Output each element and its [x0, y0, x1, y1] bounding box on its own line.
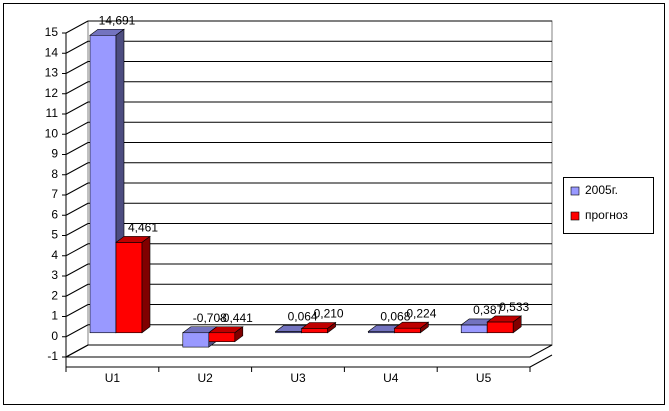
bar-front	[115, 242, 143, 334]
y-tick-label: 3	[51, 268, 58, 282]
y-tick-label: 5	[51, 228, 58, 242]
x-tick-label: U3	[290, 371, 306, 385]
grid-line	[65, 283, 89, 297]
bar-front	[301, 328, 328, 334]
y-tick-label: 11	[46, 106, 59, 120]
y-tick-label: 10	[45, 126, 59, 140]
legend-swatch	[570, 186, 580, 196]
grid-line	[65, 243, 89, 257]
bar-front	[460, 324, 488, 334]
grid-line	[65, 202, 89, 216]
x-tick-label: U4	[383, 371, 399, 385]
bar-side	[512, 315, 522, 334]
grid-line	[65, 61, 89, 74]
grid-line	[65, 81, 89, 95]
grid-line	[65, 20, 89, 34]
y-tick-label: 7	[51, 187, 58, 201]
floor	[65, 344, 553, 358]
bar	[89, 28, 125, 334]
legend-label: прогноз	[585, 208, 628, 222]
bar	[300, 321, 337, 334]
bar	[207, 326, 244, 343]
y-tick-label: 12	[45, 86, 59, 100]
value-label: 0,210	[314, 307, 344, 321]
bar-front	[208, 332, 236, 342]
grid-line	[65, 101, 89, 115]
y-tick-label: 1	[51, 309, 58, 323]
y-tick-label: 9	[51, 147, 58, 161]
grid-line	[65, 263, 89, 277]
grid-line	[65, 324, 89, 338]
value-label: 4,461	[128, 221, 158, 235]
y-tick-label: -1	[47, 349, 58, 363]
y-tick-label: 13	[45, 66, 59, 80]
bar-front	[486, 321, 514, 334]
grid-line	[65, 182, 89, 196]
x-tick-label: U1	[105, 371, 121, 385]
x-axis-depth	[529, 354, 553, 368]
bar	[115, 235, 151, 334]
x-tick-label: U2	[198, 371, 214, 385]
y-tick-label: 6	[51, 207, 58, 221]
legend-label: 2005г.	[585, 183, 618, 197]
y-tick-label: 8	[51, 167, 58, 181]
grid-line	[65, 121, 89, 135]
value-label: 0,387	[473, 303, 503, 317]
bar-front	[394, 327, 421, 334]
grid-line	[65, 162, 89, 176]
value-label: 0,068	[380, 310, 410, 324]
y-tick-label: 15	[45, 25, 59, 39]
y-tick-label: 14	[45, 45, 59, 59]
y-tick-label: 0	[51, 329, 58, 343]
bar-side	[327, 321, 336, 334]
grid-line	[65, 223, 89, 236]
bar-front	[89, 34, 117, 334]
bar-front	[182, 332, 210, 348]
legend-swatch	[570, 211, 580, 221]
bar-side	[141, 235, 151, 334]
grid-line	[65, 40, 89, 54]
bar-side	[234, 326, 244, 343]
value-label: 0,224	[406, 306, 436, 320]
y-tick-label: 2	[51, 288, 58, 302]
x-tick-label: U5	[476, 371, 492, 385]
bar	[486, 315, 523, 334]
y-tick-label: 4	[51, 248, 58, 262]
grid-line	[65, 142, 89, 155]
value-label: 0,064	[288, 310, 318, 324]
value-label: 0,533	[499, 300, 529, 314]
value-label: -0,708	[193, 311, 227, 325]
bar-side	[420, 321, 429, 334]
bar	[393, 321, 430, 334]
grid-line	[65, 304, 89, 317]
value-label: 14,691	[99, 13, 136, 27]
value-label: -0,441	[219, 311, 253, 325]
grid-line	[65, 344, 89, 358]
